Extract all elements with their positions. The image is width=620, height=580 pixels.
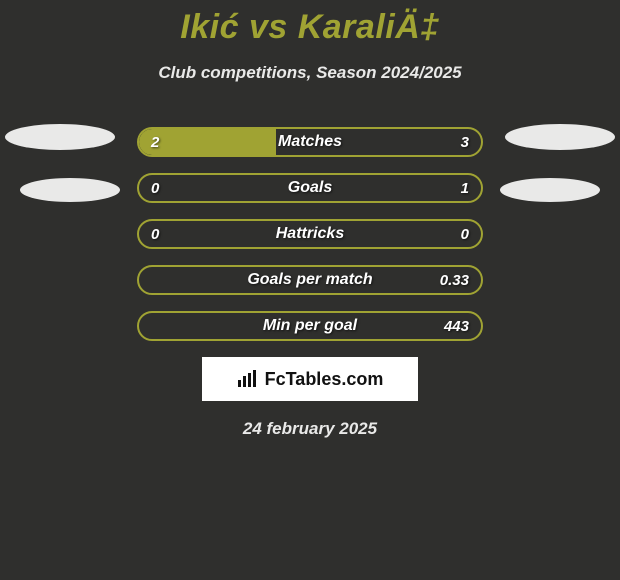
decorative-ellipse: [500, 178, 600, 202]
stats-container: 23Matches01Goals00Hattricks0.33Goals per…: [137, 127, 483, 341]
stat-label: Goals: [139, 175, 481, 201]
stat-row: 0 1Goals: [137, 173, 483, 203]
stat-label: Hattricks: [139, 221, 481, 247]
decorative-ellipse: [20, 178, 120, 202]
page-subtitle: Club competitions, Season 2024/2025: [0, 63, 620, 83]
footer-date: 24 february 2025: [0, 419, 620, 439]
stat-row: 0.33Goals per match: [137, 265, 483, 295]
stat-row: 443Min per goal: [137, 311, 483, 341]
stat-value-right: 0: [461, 221, 469, 247]
stat-value-right: 0.33: [440, 267, 469, 293]
stat-row: 23Matches: [137, 127, 483, 157]
stat-value-left: 0: [151, 221, 159, 247]
decorative-ellipse: [5, 124, 115, 150]
brand-text: FcTables.com: [265, 369, 384, 390]
stat-value-right: 1: [461, 175, 469, 201]
page-title: Ikić vs KaraliÄ‡: [0, 0, 620, 47]
stat-value-right: 443: [444, 313, 469, 339]
bar-chart-icon: [237, 370, 259, 388]
decorative-ellipse: [505, 124, 615, 150]
stat-row: 0 0Hattricks: [137, 219, 483, 249]
brand-badge: FcTables.com: [202, 357, 418, 401]
stat-label: Goals per match: [139, 267, 481, 293]
stat-value-left: 0: [151, 175, 159, 201]
stat-label: Min per goal: [139, 313, 481, 339]
stat-fill-left: [139, 129, 276, 155]
stat-value-right: 3: [461, 129, 469, 155]
